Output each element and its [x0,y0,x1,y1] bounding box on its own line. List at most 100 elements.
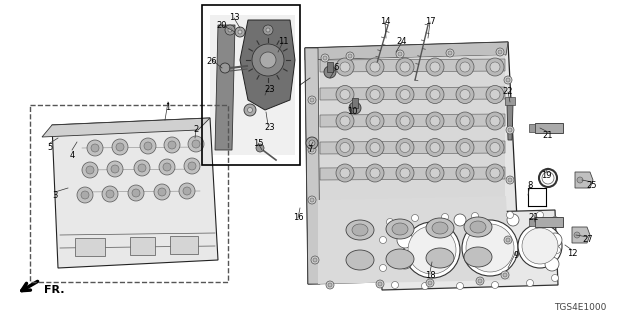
Circle shape [478,279,482,283]
Bar [30,105,228,282]
Ellipse shape [426,218,454,238]
Circle shape [366,85,384,103]
Circle shape [400,90,410,100]
Circle shape [158,188,166,196]
Circle shape [552,217,559,223]
Polygon shape [320,114,505,127]
Circle shape [408,226,456,274]
Circle shape [179,183,195,199]
Polygon shape [320,59,505,72]
Circle shape [486,139,504,156]
Circle shape [577,177,583,183]
Circle shape [168,141,176,149]
Circle shape [313,258,317,262]
Circle shape [81,191,89,199]
Circle shape [112,139,128,155]
Circle shape [460,90,470,100]
Circle shape [370,90,380,100]
Text: 23: 23 [265,124,275,132]
Circle shape [378,282,382,286]
Circle shape [400,142,410,153]
Circle shape [462,220,518,276]
Circle shape [508,128,512,132]
Polygon shape [535,217,563,227]
Circle shape [404,222,460,278]
Circle shape [228,28,232,32]
Circle shape [400,168,410,178]
Text: 2: 2 [193,125,198,134]
Bar [352,98,358,108]
Circle shape [306,137,318,149]
Text: 8: 8 [527,180,532,189]
Circle shape [392,282,399,289]
Circle shape [340,142,350,153]
Text: 16: 16 [292,213,303,222]
Circle shape [370,168,380,178]
Polygon shape [575,172,593,188]
Polygon shape [215,25,235,150]
Polygon shape [380,210,558,290]
Circle shape [527,279,534,286]
Circle shape [308,196,316,204]
Bar [202,5,300,165]
Circle shape [486,85,504,103]
Circle shape [220,63,230,73]
Circle shape [490,90,500,100]
Polygon shape [210,15,295,155]
Circle shape [426,58,444,76]
Polygon shape [529,218,535,226]
Circle shape [336,164,354,182]
Circle shape [486,112,504,130]
Ellipse shape [392,223,408,235]
Text: 10: 10 [347,108,357,116]
Circle shape [308,96,316,104]
Text: FR.: FR. [44,285,65,295]
Circle shape [398,255,412,269]
Circle shape [91,144,99,152]
Circle shape [442,213,449,220]
Circle shape [366,164,384,182]
Circle shape [326,281,334,289]
Circle shape [466,224,514,272]
Circle shape [348,54,352,58]
Circle shape [422,283,429,290]
Circle shape [310,98,314,102]
Circle shape [548,233,562,247]
Circle shape [518,224,562,268]
Circle shape [486,164,504,182]
Text: 22: 22 [503,87,513,97]
Text: 23: 23 [265,85,275,94]
Circle shape [144,142,152,150]
Circle shape [460,168,470,178]
Circle shape [349,102,361,114]
Circle shape [472,212,479,220]
Circle shape [396,50,404,58]
Circle shape [225,25,235,35]
Circle shape [256,144,264,152]
Circle shape [336,58,354,76]
Circle shape [506,238,510,242]
Text: 21: 21 [529,213,540,222]
Circle shape [476,277,484,285]
Circle shape [266,28,270,32]
Circle shape [400,116,410,126]
Text: 12: 12 [567,249,577,258]
Circle shape [460,142,470,153]
Circle shape [448,51,452,55]
Text: 14: 14 [380,18,390,27]
Polygon shape [320,87,505,100]
Circle shape [490,142,500,153]
Text: 6: 6 [333,63,339,73]
Circle shape [138,164,146,172]
Circle shape [102,186,118,202]
Text: 11: 11 [278,37,288,46]
Circle shape [263,25,273,35]
Circle shape [554,246,561,253]
Polygon shape [240,20,295,110]
Text: 17: 17 [425,18,435,27]
Circle shape [496,48,504,56]
Circle shape [311,256,319,264]
Circle shape [340,168,350,178]
Polygon shape [42,118,210,137]
Circle shape [426,112,444,130]
